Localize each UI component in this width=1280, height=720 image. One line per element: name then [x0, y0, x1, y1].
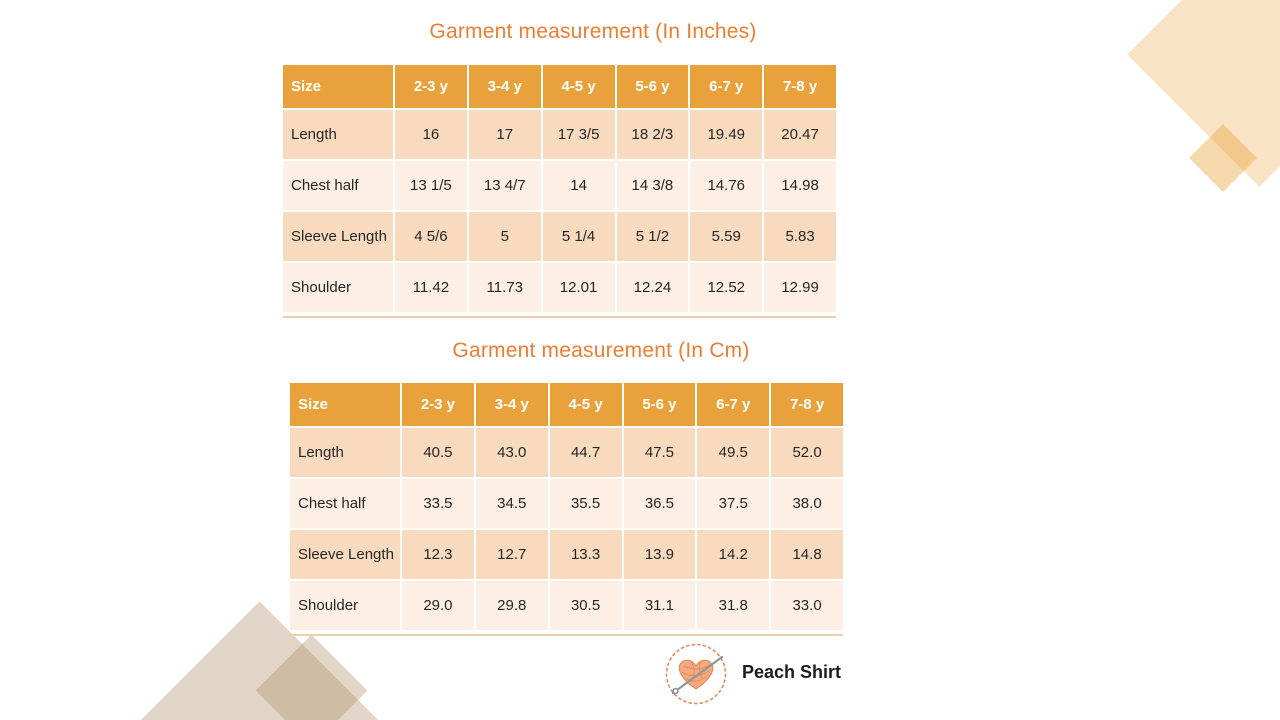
measurement-value: 12.24 [616, 263, 689, 312]
col-header-age: 7-8 y [771, 383, 843, 426]
measurement-value: 33.5 [402, 479, 474, 528]
measurement-value: 5.83 [764, 212, 836, 261]
measurement-value: 5 [468, 212, 541, 261]
measurement-value: 12.7 [475, 530, 548, 579]
measurement-value: 5.59 [690, 212, 763, 261]
table-title-cm: Garment measurement (In Cm) [452, 339, 750, 362]
measurement-value: 52.0 [771, 428, 843, 477]
yarn-heart-needle-logo-icon [665, 643, 727, 705]
measurement-value: 37.5 [697, 479, 770, 528]
row-label: Chest half [290, 479, 400, 528]
measurement-value: 17 3/5 [542, 110, 615, 159]
measurement-value: 14.76 [690, 161, 763, 210]
measurement-value: 12.52 [690, 263, 763, 312]
measurement-value: 13 1/5 [395, 161, 467, 210]
col-header-age: 2-3 y [402, 383, 474, 426]
measurement-value: 5 1/4 [542, 212, 615, 261]
row-label: Shoulder [290, 581, 400, 630]
measurement-value: 35.5 [549, 479, 622, 528]
col-header-size: Size [290, 383, 400, 426]
col-header-age: 4-5 y [542, 65, 615, 108]
measurement-value: 36.5 [623, 479, 696, 528]
row-label: Length [283, 110, 393, 159]
table-bottom-border [290, 634, 843, 636]
measurement-value: 13 4/7 [468, 161, 541, 210]
measurement-value: 4 5/6 [395, 212, 467, 261]
brand-name: Peach Shirt [742, 662, 842, 682]
col-header-age: 2-3 y [395, 65, 467, 108]
col-header-age: 3-4 y [468, 65, 541, 108]
measurement-value: 11.73 [468, 263, 541, 312]
col-header-age: 5-6 y [616, 65, 689, 108]
measurement-value: 11.42 [395, 263, 467, 312]
measurement-value: 34.5 [475, 479, 548, 528]
measurement-value: 33.0 [771, 581, 843, 630]
measurement-value: 29.8 [475, 581, 548, 630]
measurement-value: 14.2 [697, 530, 770, 579]
measurement-value: 43.0 [475, 428, 548, 477]
measurement-value: 31.8 [697, 581, 770, 630]
measurement-value: 17 [468, 110, 541, 159]
table-bottom-border [283, 316, 836, 318]
row-label: Length [290, 428, 400, 477]
measurement-value: 12.3 [402, 530, 474, 579]
measurement-value: 20.47 [764, 110, 836, 159]
measurement-value: 30.5 [549, 581, 622, 630]
measurement-value: 18 2/3 [616, 110, 689, 159]
measurement-value: 16 [395, 110, 467, 159]
col-header-age: 4-5 y [549, 383, 622, 426]
measurement-value: 14 [542, 161, 615, 210]
measurement-value: 14.8 [771, 530, 843, 579]
measurement-value: 47.5 [623, 428, 696, 477]
measurement-value: 38.0 [771, 479, 843, 528]
row-label: Chest half [283, 161, 393, 210]
measurement-table-cm: Size 2-3 y 3-4 y 4-5 y 5-6 y 6-7 y 7-8 y Length… [290, 383, 843, 630]
measurement-value: 12.01 [542, 263, 615, 312]
row-label: Sleeve Length [283, 212, 393, 261]
measurement-value: 31.1 [623, 581, 696, 630]
table-title-inches: Garment measurement (In Inches) [429, 20, 757, 43]
row-label: Shoulder [283, 263, 393, 312]
measurement-value: 13.9 [623, 530, 696, 579]
measurement-value: 12.99 [764, 263, 836, 312]
col-header-age: 5-6 y [623, 383, 696, 426]
measurement-value: 14 3/8 [616, 161, 689, 210]
col-header-age: 6-7 y [697, 383, 770, 426]
measurement-value: 13.3 [549, 530, 622, 579]
measurement-value: 19.49 [690, 110, 763, 159]
col-header-size: Size [283, 65, 393, 108]
col-header-age: 3-4 y [475, 383, 548, 426]
measurement-value: 5 1/2 [616, 212, 689, 261]
measurement-value: 49.5 [697, 428, 770, 477]
measurement-value: 40.5 [402, 428, 474, 477]
measurement-value: 29.0 [402, 581, 474, 630]
measurement-value: 44.7 [549, 428, 622, 477]
col-header-age: 7-8 y [764, 65, 836, 108]
measurement-table-inches: Size 2-3 y 3-4 y 4-5 y 5-6 y 6-7 y 7-8 y Length… [283, 65, 836, 312]
row-label: Sleeve Length [290, 530, 400, 579]
col-header-age: 6-7 y [690, 65, 763, 108]
measurement-value: 14.98 [764, 161, 836, 210]
